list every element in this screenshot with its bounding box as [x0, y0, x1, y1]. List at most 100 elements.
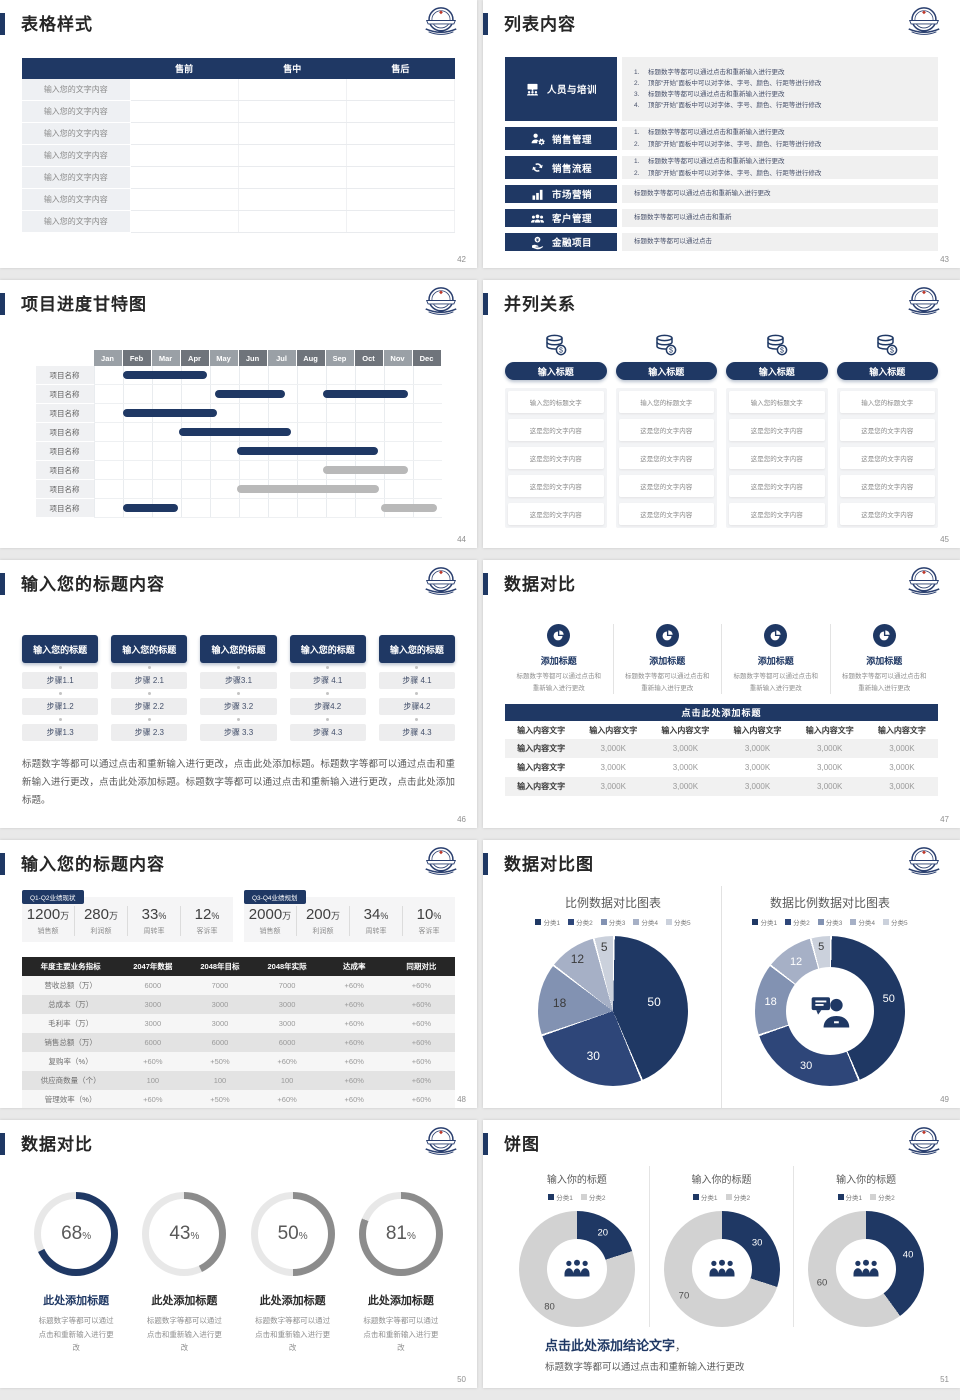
step-column-header[interactable]: 输入您的标题 — [289, 635, 366, 663]
kpi-value: 2000万 — [248, 906, 292, 923]
legend-swatch-icon — [882, 919, 889, 925]
step-column-header[interactable]: 输入您的标题 — [111, 635, 188, 663]
page-number: 44 — [457, 535, 466, 544]
text-card[interactable]: 输入您的标题文字 — [729, 391, 825, 413]
column-title-pill[interactable]: 输入标题 — [726, 362, 828, 380]
text-card[interactable]: 这是您的文字内容 — [508, 475, 604, 497]
legend-swatch-icon — [837, 1194, 844, 1200]
kpi-panel: Q1-Q2业绩现状 1200万 销售额 280万 利润额 33% 周转率 12% 客诉率 — [22, 890, 233, 942]
gauge-title: 此处添加标题 — [259, 1295, 326, 1307]
text-card[interactable]: 这是您的文字内容 — [618, 475, 714, 497]
step-column-header[interactable]: 输入您的标题 — [22, 635, 99, 663]
parallel-columns: $ 输入标题 输入您的标题文字 这是您的文字内容 这是您的文字内容 这是您的文字内容 这是您… — [505, 333, 938, 528]
chart-panel: 数据比例数据对比图表 分类1 分类2 分类3 分类4 分类5 50 30 18 12 5 — [721, 886, 938, 1108]
step-box[interactable]: 步骤1.1 — [22, 672, 99, 689]
step-box[interactable]: 步骤1.3 — [22, 724, 99, 741]
gantt-bar[interactable] — [237, 447, 378, 455]
gantt-bar[interactable] — [122, 504, 178, 512]
column-title-pill[interactable]: 输入标题 — [505, 362, 607, 380]
slide-46[interactable]: 输入您的标题内容 输入您的标题 步骤1.1 步骤1.2 步骤1.3 输入您的标题 步骤 2… — [0, 560, 477, 828]
table-cell: 3,000K — [600, 782, 626, 792]
share-donut-chart: 40 60 — [808, 1211, 925, 1327]
legend-item: 分类1 — [548, 1192, 573, 1202]
column-title-pill[interactable]: 输入标题 — [615, 362, 717, 380]
step-box[interactable]: 步骤 3.3 — [200, 724, 277, 741]
pie-chart-icon — [655, 624, 679, 647]
category-badge[interactable]: 客户管理 — [505, 209, 617, 227]
slide-44[interactable]: 项目进度甘特图 Jan Feb Mar Apr May Jun Jul Aug Sep Oct No… — [0, 280, 477, 548]
step-column-header[interactable]: 输入您的标题 — [378, 635, 456, 663]
slide-title: 饼图 — [504, 1135, 540, 1154]
step-box[interactable]: 步骤 3.2 — [200, 698, 277, 715]
text-card[interactable]: 这是您的文字内容 — [508, 447, 604, 469]
step-box[interactable]: 步骤1.2 — [22, 698, 99, 715]
text-card[interactable]: 这是您的文字内容 — [729, 503, 825, 525]
gantt-bar[interactable] — [322, 390, 409, 398]
gantt-bar[interactable] — [322, 466, 409, 474]
gantt-bar[interactable] — [380, 504, 438, 512]
people-group-icon — [836, 1239, 897, 1299]
company-logo-icon — [903, 286, 945, 317]
step-box[interactable]: 步骤3.1 — [200, 672, 277, 689]
step-box[interactable]: 步骤 2.3 — [111, 724, 188, 741]
text-card[interactable]: 这是您的文字内容 — [729, 419, 825, 441]
table-cell — [130, 188, 239, 211]
text-card[interactable]: 这是您的文字内容 — [618, 419, 714, 441]
text-card[interactable]: 这是您的文字内容 — [839, 447, 935, 469]
text-card[interactable]: 这是您的文字内容 — [508, 419, 604, 441]
table-cell — [238, 144, 347, 167]
gantt-month-dec: Dec — [412, 350, 442, 366]
step-box[interactable]: 步骤 2.2 — [111, 698, 188, 715]
step-box[interactable]: 步骤4.2 — [289, 698, 366, 715]
table-cell — [238, 166, 347, 189]
text-card[interactable]: 这是您的文字内容 — [729, 447, 825, 469]
text-card[interactable]: 输入您的标题文字 — [618, 391, 714, 413]
text-card[interactable]: 这是您的文字内容 — [839, 475, 935, 497]
category-badge[interactable]: 人员与培训 — [505, 57, 617, 121]
text-card[interactable]: 这是您的文字内容 — [508, 503, 604, 525]
text-card[interactable]: 这是您的文字内容 — [618, 447, 714, 469]
slide-48[interactable]: 输入您的标题内容 Q1-Q2业绩现状 1200万 销售额 280万 利润额 33% 周转率 1… — [0, 840, 477, 1108]
column-title-pill[interactable]: 输入标题 — [836, 362, 938, 380]
slide-45[interactable]: 并列关系 $ 输入标题 输入您的标题文字 这是您的文字内容 这是您的文字内容 这是您的文字… — [483, 280, 960, 548]
step-box[interactable]: 步骤 4.3 — [289, 724, 366, 741]
pie-surface — [538, 936, 688, 1086]
gantt-bar[interactable] — [179, 428, 291, 436]
slide-47[interactable]: 数据对比 添加标题 标题数字等都可以通过点击和重新输入进行更改 添加标题 标题数字等都… — [483, 560, 960, 828]
gantt-bar[interactable] — [122, 371, 207, 379]
table-header-row: 输入内容文字 输入内容文字 输入内容文字 输入内容文字 输入内容文字 输入内容文字 — [505, 721, 938, 739]
gantt-bar[interactable] — [215, 390, 285, 398]
text-card[interactable]: 输入您的标题文字 — [508, 391, 604, 413]
text-card[interactable]: 这是您的文字内容 — [839, 503, 935, 525]
category-badge[interactable]: 市场营销 — [505, 185, 617, 203]
slide-42[interactable]: 表格样式 售前 售中 售后 输入您的文字内容 输入您的文字内容 输入您的文字内容 输入您的文… — [0, 0, 477, 268]
step-box[interactable]: 步骤 4.3 — [378, 724, 456, 741]
chart-legend: 分类1 分类2 — [798, 1192, 934, 1202]
category-badge[interactable]: 销售管理 — [505, 127, 617, 150]
slide-50[interactable]: 数据对比 68% 此处添加标题 标题数字等都可以通过点击和重新输入进行更改 43% 此处… — [0, 1120, 477, 1388]
text-card[interactable]: 这是您的文字内容 — [618, 503, 714, 525]
step-column-header[interactable]: 输入您的标题 — [200, 635, 277, 663]
step-box[interactable]: 步骤 4.1 — [289, 672, 366, 689]
gantt-bar[interactable] — [122, 409, 217, 417]
chart-legend: 分类1 分类2 分类3 分类4 分类5 — [511, 917, 715, 927]
gantt-bar[interactable] — [237, 485, 380, 493]
text-card[interactable]: 这是您的文字内容 — [729, 475, 825, 497]
slide-body: 售前 售中 售后 输入您的文字内容 输入您的文字内容 输入您的文字内容 输入您的文字内容 输入… — [0, 44, 477, 268]
gauge-title: 此处添加标题 — [367, 1295, 434, 1307]
table-header-cell: 输入内容文字 — [733, 725, 782, 735]
slide-49[interactable]: 数据对比图 比例数据对比图表 分类1 分类2 分类3 分类4 分类5 50 30 18 12 5 数据… — [483, 840, 960, 1108]
table-cell: 输入您的文字内容 — [22, 100, 131, 123]
step-box[interactable]: 步骤 4.1 — [378, 672, 456, 689]
gauge-value: 68% — [61, 1223, 92, 1244]
step-box[interactable]: 步骤 2.1 — [111, 672, 188, 689]
slide-43[interactable]: 列表内容 人员与培训 1. 标题数字等都可以通过点击和重新输入进行更改 2. 顶部“开始… — [483, 0, 960, 268]
gauge-desc: 标题数字等都可以通过点击和重新输入进行更改 — [38, 1316, 114, 1352]
slide-51[interactable]: 饼图 输入你的标题 分类1 分类2 20 80 输入你的标题 分类1 分类2 30 70 输入你的标… — [483, 1120, 960, 1388]
step-box[interactable]: 步骤4.2 — [378, 698, 456, 715]
category-badge[interactable]: 金融项目 — [505, 233, 617, 251]
text-card[interactable]: 输入您的标题文字 — [839, 391, 935, 413]
table-cell — [346, 79, 456, 101]
category-badge[interactable]: 销售流程 — [505, 156, 617, 179]
text-card[interactable]: 这是您的文字内容 — [839, 419, 935, 441]
